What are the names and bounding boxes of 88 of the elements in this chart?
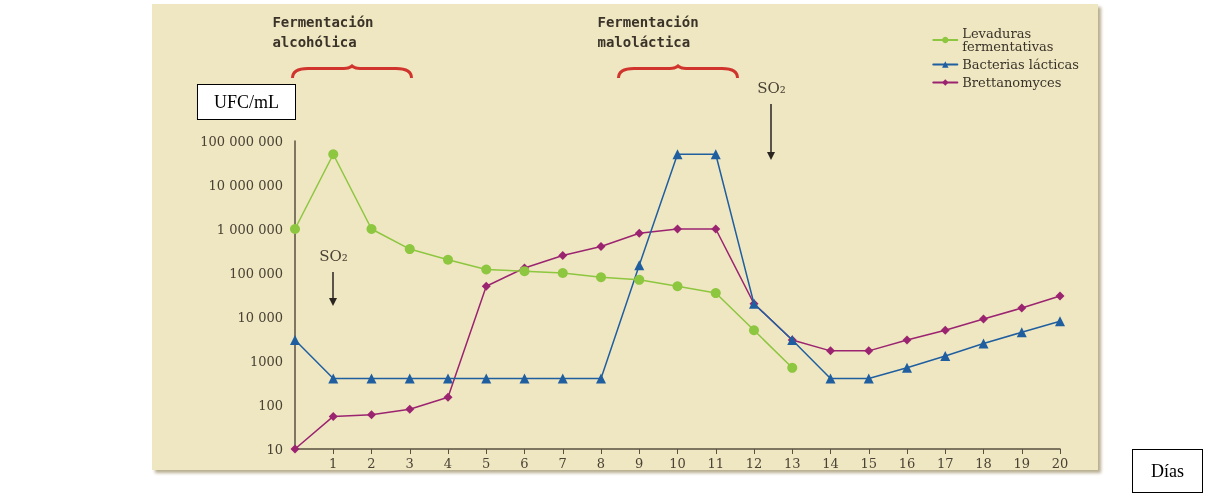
point xyxy=(1016,327,1027,338)
point xyxy=(940,325,950,335)
x-tick-label: 4 xyxy=(443,456,453,471)
point xyxy=(634,260,645,271)
point xyxy=(596,272,606,283)
point xyxy=(710,149,721,160)
point xyxy=(826,346,835,356)
point xyxy=(481,281,491,291)
point xyxy=(634,274,645,285)
point xyxy=(328,411,338,421)
point xyxy=(673,224,682,234)
legend-label: Brettanomyces xyxy=(962,75,1062,90)
point xyxy=(557,268,568,278)
x-tick-label: 9 xyxy=(635,456,644,471)
point xyxy=(863,373,874,384)
point xyxy=(519,266,530,277)
point xyxy=(366,373,377,384)
point xyxy=(290,335,300,346)
text: SO₂ xyxy=(757,78,786,97)
point xyxy=(404,373,415,384)
y-tick-label: 100 000 xyxy=(229,265,283,281)
point xyxy=(405,404,415,414)
point xyxy=(1055,316,1065,327)
x-tick-label: 3 xyxy=(405,456,414,471)
point xyxy=(328,373,339,384)
y-tick-label: 10 xyxy=(266,441,283,457)
point xyxy=(902,362,912,373)
point xyxy=(367,410,376,420)
x-tick-label: 7 xyxy=(558,456,567,471)
y-tick-label: 100 xyxy=(258,397,283,413)
y-tick-label: 10 000 000 xyxy=(208,177,283,193)
point xyxy=(290,444,300,454)
x-tick-label: 14 xyxy=(822,456,839,471)
point xyxy=(825,373,836,384)
x-tick-label: 17 xyxy=(936,456,954,471)
x-tick-label: 5 xyxy=(482,456,491,471)
legend-label: Bacterias lácticas xyxy=(962,57,1079,72)
x-tick-label: 11 xyxy=(707,456,725,471)
x-tick-label: 16 xyxy=(898,456,916,471)
x-tick-label: 15 xyxy=(860,456,878,471)
point xyxy=(672,281,683,292)
x-tick-label: 12 xyxy=(745,456,763,471)
text: Fermentación alcohólica xyxy=(272,14,382,50)
point xyxy=(864,346,874,356)
point xyxy=(519,373,530,384)
x-tick-label: 13 xyxy=(783,456,801,471)
point xyxy=(634,228,644,238)
x-tick-label: 1 xyxy=(329,456,338,471)
point xyxy=(710,288,721,299)
point xyxy=(787,362,798,373)
point xyxy=(481,264,492,275)
y-tick-label: 1 000 000 xyxy=(216,221,283,237)
point xyxy=(290,224,300,234)
point xyxy=(902,335,912,345)
point xyxy=(979,314,988,324)
point xyxy=(1055,291,1065,301)
point xyxy=(328,149,339,160)
legend-label: Levaduras fermentativas xyxy=(962,26,1054,54)
point xyxy=(1017,303,1027,313)
point xyxy=(404,244,415,255)
y-axis-title: UFC/mL xyxy=(213,92,279,112)
x-tick-label: 8 xyxy=(596,456,606,471)
x-tick-label: 6 xyxy=(520,456,529,471)
point xyxy=(749,325,759,336)
point xyxy=(443,254,453,265)
x-tick-label: 10 xyxy=(669,456,686,471)
point xyxy=(596,242,606,252)
y-tick-label: 100 000 000 xyxy=(200,133,283,149)
y-tick-label: 10 000 xyxy=(237,309,283,325)
x-tick-label: 18 xyxy=(975,456,992,471)
point xyxy=(978,338,989,349)
point xyxy=(558,250,568,260)
point xyxy=(481,373,492,384)
x-tick-label: 20 xyxy=(1051,456,1069,471)
y-tick-label: 1000 xyxy=(249,353,283,369)
x-tick-label: 19 xyxy=(1013,456,1031,471)
x-axis-title: Días xyxy=(1151,461,1185,481)
annotation: SO₂ xyxy=(319,246,348,265)
point xyxy=(443,373,453,384)
point xyxy=(557,373,568,384)
point xyxy=(366,224,377,234)
point xyxy=(940,350,951,361)
point xyxy=(596,373,606,384)
point xyxy=(672,149,683,160)
text: Fermentación maloláctica xyxy=(597,14,708,50)
point xyxy=(711,224,721,234)
x-tick-label: 2 xyxy=(367,456,376,471)
point xyxy=(443,392,453,402)
